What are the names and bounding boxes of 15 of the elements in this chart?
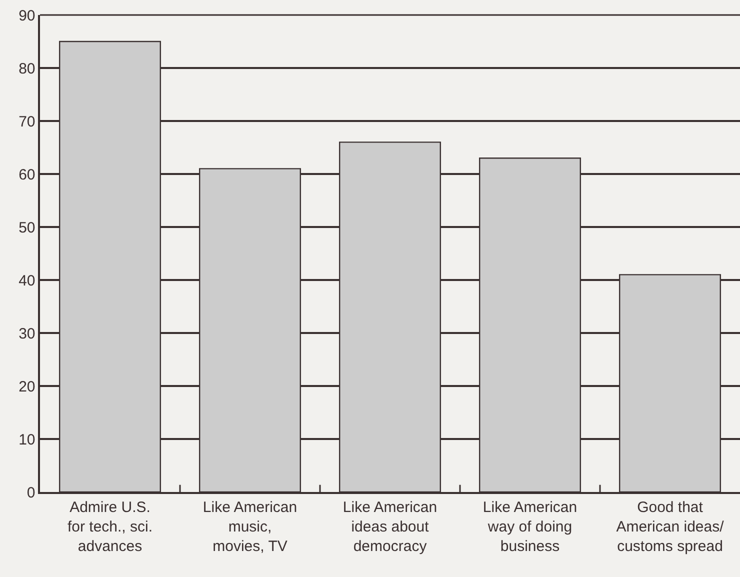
x-tick-label: Like American music, movies, TV bbox=[202, 498, 298, 555]
x-tick-label: Like American ideas about democracy bbox=[342, 498, 438, 555]
y-tick-label: 20 bbox=[18, 378, 36, 396]
y-tick-label: 60 bbox=[18, 166, 36, 184]
y-tick-label: 80 bbox=[18, 60, 36, 78]
y-tick-label: 90 bbox=[18, 7, 36, 24]
y-tick-label: 70 bbox=[18, 113, 36, 130]
y-tick-label: 10 bbox=[18, 431, 36, 448]
y-tick-label: 30 bbox=[18, 325, 36, 342]
y-tick-label: 50 bbox=[18, 219, 36, 236]
x-tick-label: Like American way of doing business bbox=[482, 498, 578, 555]
y-tick-label: 0 bbox=[26, 484, 36, 502]
y-tick-label: 40 bbox=[18, 272, 36, 290]
x-tick-label: Admire U.S. for tech., sci. advances bbox=[67, 498, 153, 555]
x-tick-label: Good that American ideas/ customs spread bbox=[616, 498, 725, 555]
